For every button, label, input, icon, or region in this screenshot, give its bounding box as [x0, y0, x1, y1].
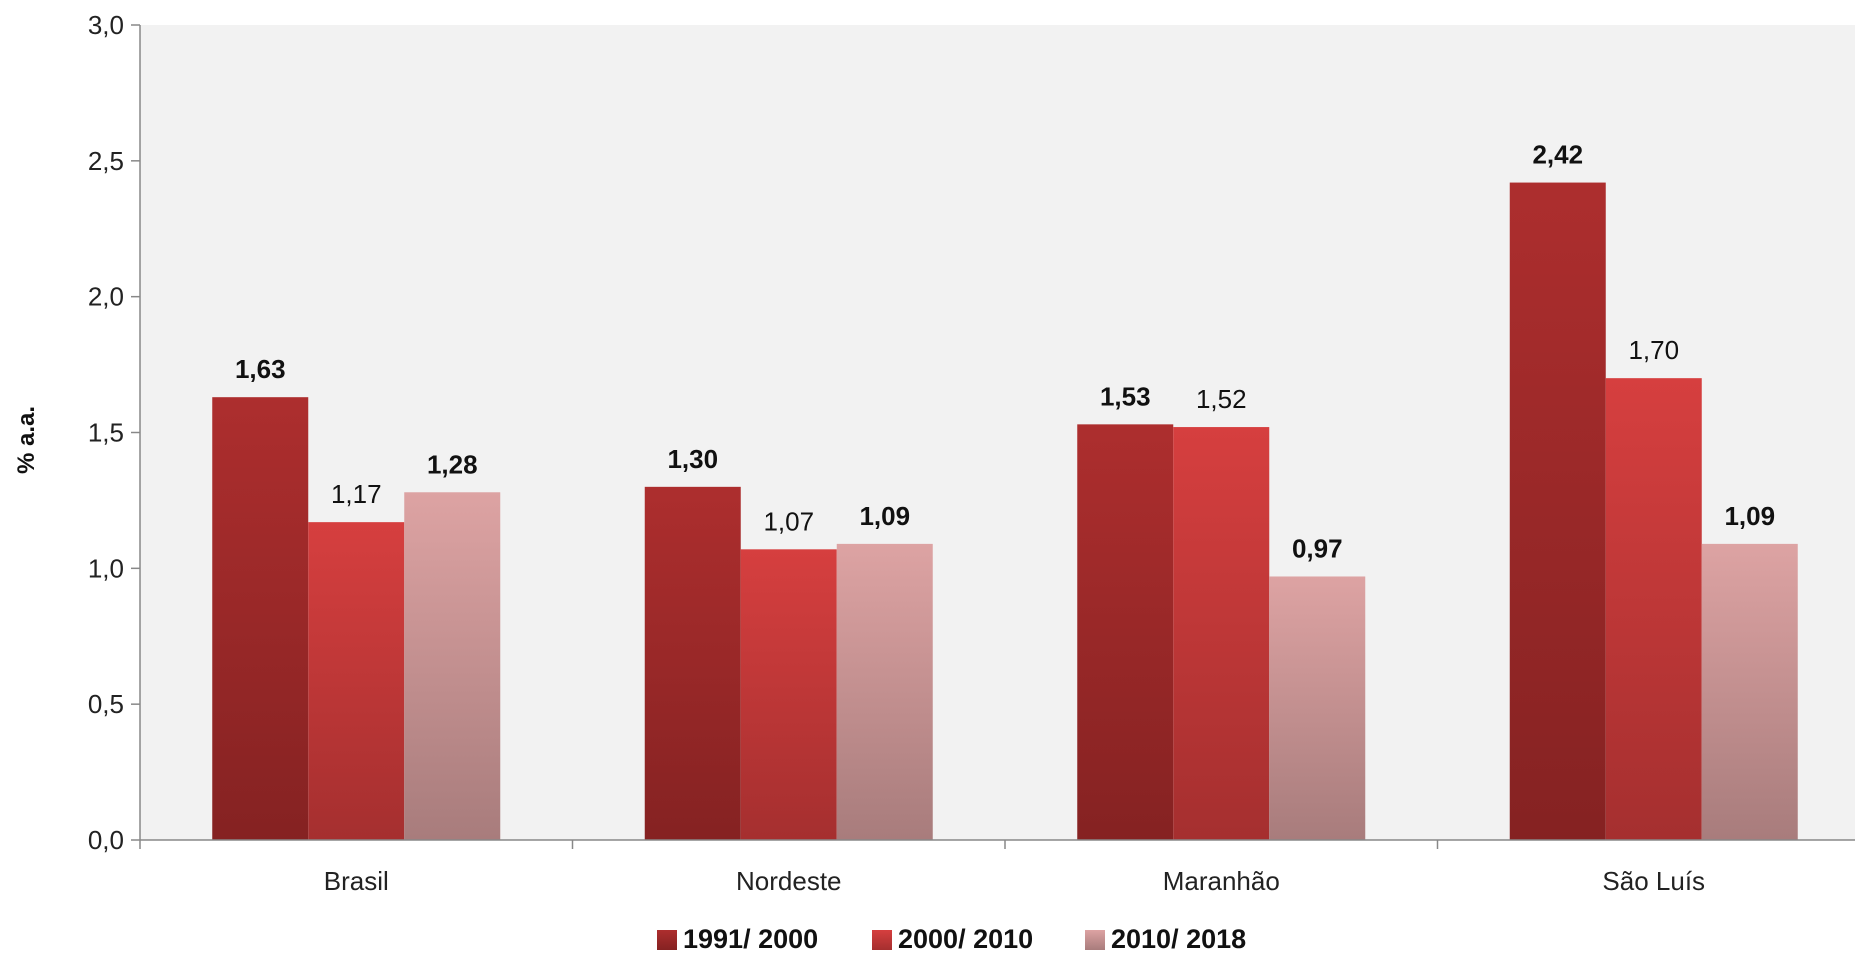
bar [836, 543, 933, 840]
data-label: 1,07 [763, 506, 814, 536]
y-tick-label: 0,0 [88, 825, 124, 855]
bar [1269, 576, 1366, 840]
axes-layer: 0,0 0,5 1,0 1,5 2,0 2,5 3,0 Brasil Nordeste Maran… [88, 10, 1855, 896]
bar [1077, 424, 1174, 840]
y-tick-label: 2,0 [88, 282, 124, 312]
bar [308, 522, 405, 840]
y-tick-label: 3,0 [88, 10, 124, 40]
data-label: 1,17 [331, 479, 382, 509]
legend-label: 2000/ 2010 [898, 924, 1033, 954]
bar [1173, 427, 1270, 840]
bar [212, 397, 309, 840]
y-axis-title: % a.a. [13, 406, 40, 474]
legend-label: 1991/ 2000 [683, 924, 818, 954]
bar [1701, 543, 1798, 840]
legend-label: 2010/ 2018 [1111, 924, 1246, 954]
data-label: 1,09 [1724, 501, 1775, 531]
bar [404, 492, 501, 840]
legend-swatch [872, 930, 892, 950]
y-tick-label: 1,5 [88, 418, 124, 448]
data-label: 1,53 [1100, 381, 1151, 411]
bar [1605, 378, 1702, 840]
data-labels-layer: 1,63 1,17 1,28 1,30 1,07 1,09 1,53 1,52 0,97 2,42… [235, 140, 1775, 564]
data-label: 1,70 [1628, 335, 1679, 365]
bar [1509, 182, 1606, 841]
data-label: 0,97 [1292, 533, 1343, 563]
x-category-label: São Luís [1602, 866, 1705, 896]
bars-layer [212, 182, 1798, 841]
data-label: 1,63 [235, 354, 286, 384]
y-tick-label: 2,5 [88, 146, 124, 176]
y-tick-label: 0,5 [88, 689, 124, 719]
x-category-label: Nordeste [736, 866, 842, 896]
data-label: 2,42 [1532, 140, 1583, 170]
x-category-label: Brasil [324, 866, 389, 896]
bar [740, 549, 837, 840]
x-category-label: Maranhão [1163, 866, 1280, 896]
data-label: 1,09 [859, 501, 910, 531]
legend-swatch [1085, 930, 1105, 950]
data-label: 1,28 [427, 449, 478, 479]
y-tick-label: 1,0 [88, 553, 124, 583]
data-label: 1,52 [1196, 384, 1247, 414]
legend: 1991/ 2000 2000/ 2010 2010/ 2018 [657, 924, 1246, 954]
data-label: 1,30 [667, 444, 718, 474]
legend-swatch [657, 930, 677, 950]
bar [644, 486, 741, 840]
